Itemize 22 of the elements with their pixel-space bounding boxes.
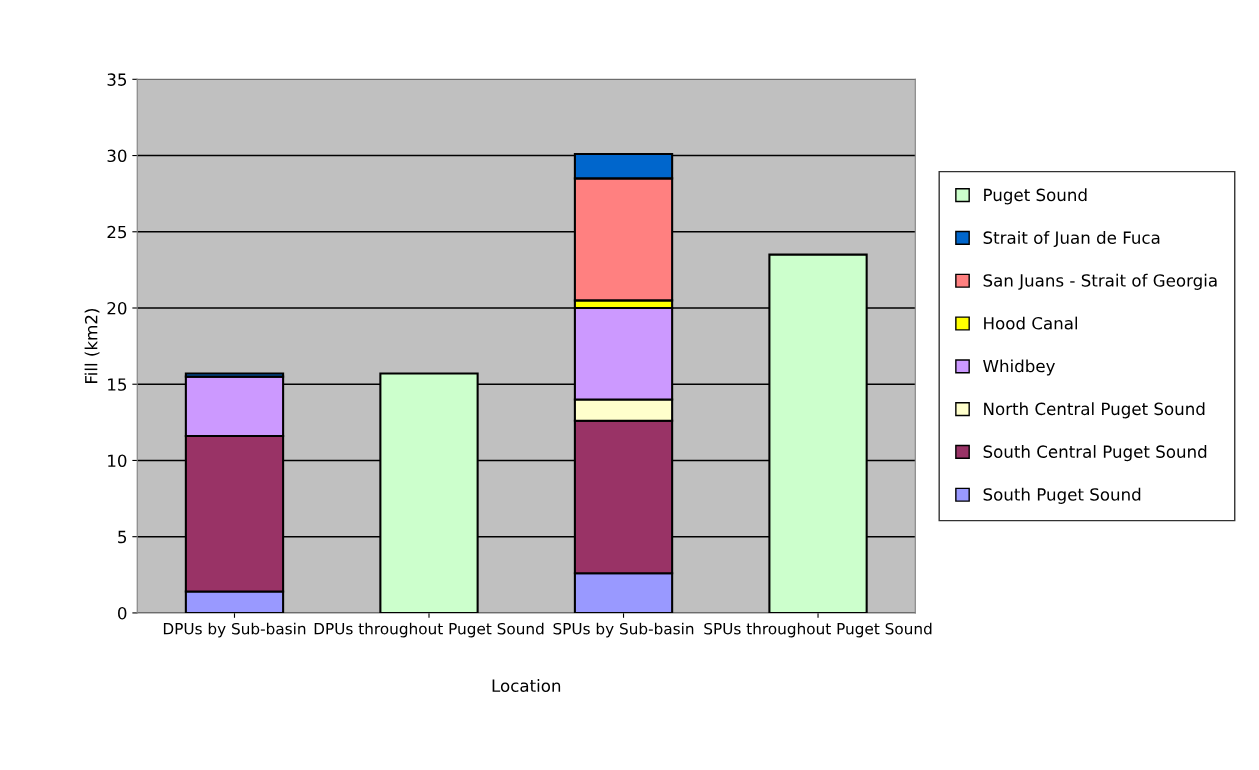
legend-label: Hood Canal [984, 316, 1078, 330]
y-tick-label: 20 [107, 301, 127, 315]
y-tick-label: 5 [118, 530, 127, 544]
legend-label: Puget Sound [984, 188, 1087, 205]
x-tick-label: DPUs throughout Puget Sound [314, 622, 544, 638]
legend-label: Whidbey [983, 359, 1055, 376]
legend-label: Strait of Juan de Fuca [983, 231, 1160, 248]
legend-label: San Juans - Strait of Georgia [983, 273, 1217, 290]
legend-label: South Central Puget Sound [983, 445, 1207, 462]
legend-label: South Puget Sound [983, 487, 1141, 504]
x-tick-label: SPUs by Sub-basin [553, 622, 694, 638]
x-tick-label: DPUs by Sub-basin [163, 622, 306, 638]
y-tick-label: 10 [108, 454, 127, 468]
y-tick-label: 25 [107, 225, 127, 239]
y-tick-label: 0 [118, 606, 127, 620]
y-tick-label: 35 [107, 73, 127, 86]
y-tick-label: 30 [107, 149, 127, 163]
legend-label: North Central Puget Sound [984, 402, 1205, 419]
x-tick-label: SPUs throughout Puget Sound [704, 622, 932, 638]
y-tick-label: 15 [108, 378, 127, 391]
y-axis-title: Fill (km2) [84, 309, 100, 384]
x-axis-title: Location [492, 679, 561, 692]
